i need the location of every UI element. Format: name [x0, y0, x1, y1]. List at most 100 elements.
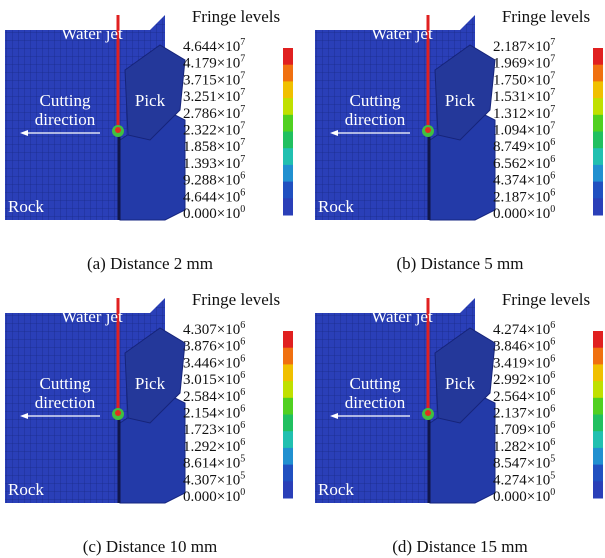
colorbar-segment — [283, 48, 293, 65]
colorbar-segment — [593, 415, 603, 432]
colorbar-segment — [283, 448, 293, 465]
level-base: 8.749×10 — [493, 140, 550, 156]
fringe-level: 0.000×100 — [183, 204, 245, 222]
fringe-level: 2.187×107 — [493, 37, 555, 55]
colorbar-segment — [283, 198, 293, 215]
level-base: 0.000×10 — [493, 206, 550, 222]
level-exp: 7 — [550, 121, 555, 132]
fringe-level: 1.282×106 — [493, 437, 555, 455]
level-exp: 6 — [550, 154, 555, 165]
colorbar-segment — [283, 148, 293, 165]
caption: (a) Distance 2 mm — [87, 254, 213, 273]
level-base: 2.992×10 — [493, 373, 550, 389]
caption: (d) Distance 15 mm — [392, 537, 528, 556]
fringe-level: 0.000×100 — [183, 487, 245, 505]
level-base: 2.564×10 — [493, 389, 550, 405]
direction-label: direction — [345, 110, 406, 129]
stress-core — [115, 127, 121, 133]
level-exp: 6 — [550, 171, 555, 182]
fringe-level: 2.154×106 — [183, 404, 245, 422]
level-exp: 7 — [240, 137, 245, 148]
fringe-level: 8.547×105 — [493, 454, 555, 472]
colorbar-segment — [283, 415, 293, 432]
level-exp: 6 — [240, 370, 245, 381]
caption: (b) Distance 5 mm — [397, 254, 524, 273]
level-exp: 0 — [240, 204, 245, 215]
pick-label: Pick — [445, 374, 476, 393]
colorbar-segment — [283, 331, 293, 348]
cutting-label: Cutting — [39, 374, 91, 393]
level-base: 4.179×10 — [183, 56, 240, 72]
fringe-level: 4.274×105 — [493, 471, 555, 489]
caption: (c) Distance 10 mm — [83, 537, 218, 556]
fringe-level: 2.322×107 — [183, 121, 245, 139]
colorbar-segment — [283, 481, 293, 498]
fringe-level: 1.094×107 — [493, 121, 555, 139]
level-exp: 7 — [240, 121, 245, 132]
level-exp: 7 — [550, 37, 555, 48]
stress-core — [115, 410, 121, 416]
colorbar-segment — [283, 431, 293, 448]
pick-label: Pick — [135, 374, 166, 393]
level-base: 1.094×10 — [493, 123, 550, 139]
pick-label: Pick — [135, 91, 166, 110]
colorbar-segment — [593, 65, 603, 82]
direction-label: direction — [345, 393, 406, 412]
fringe-level: 0.000×100 — [493, 204, 555, 222]
level-exp: 6 — [240, 404, 245, 415]
panel: Water jetCuttingdirectionPickRockFringe … — [315, 7, 603, 273]
level-exp: 6 — [550, 137, 555, 148]
panel: Water jetCuttingdirectionPickRockFringe … — [5, 7, 293, 273]
level-exp: 6 — [550, 188, 555, 199]
fringe-level: 4.644×106 — [183, 188, 245, 206]
level-exp: 5 — [240, 454, 245, 465]
level-exp: 0 — [550, 487, 555, 498]
level-exp: 5 — [240, 471, 245, 482]
level-base: 3.846×10 — [493, 339, 550, 355]
colorbar-segment — [593, 132, 603, 149]
level-exp: 7 — [550, 54, 555, 65]
fringe-title: Fringe levels — [502, 290, 590, 309]
level-base: 0.000×10 — [183, 206, 240, 222]
colorbar-segment — [593, 331, 603, 348]
level-exp: 7 — [240, 154, 245, 165]
colorbar-segment — [283, 81, 293, 98]
colorbar-segment — [593, 381, 603, 398]
colorbar-segment — [283, 182, 293, 199]
level-exp: 0 — [240, 487, 245, 498]
colorbar-segment — [283, 364, 293, 381]
water-jet-label: Water jet — [371, 24, 433, 43]
level-base: 1.750×10 — [493, 73, 550, 89]
fringe-level: 1.292×106 — [183, 437, 245, 455]
level-exp: 7 — [550, 87, 555, 98]
level-base: 2.187×10 — [493, 190, 550, 206]
fringe-level: 3.419×106 — [493, 354, 555, 372]
level-exp: 7 — [240, 71, 245, 82]
rock-label: Rock — [318, 197, 354, 216]
figure: Water jet Cutting direction Pick Rock Fringe … — [0, 0, 605, 558]
level-base: 2.322×10 — [183, 123, 240, 139]
level-base: 3.015×10 — [183, 373, 240, 389]
level-base: 1.312×10 — [493, 106, 550, 122]
level-base: 4.274×10 — [493, 322, 550, 338]
colorbar-segment — [283, 398, 293, 415]
level-exp: 6 — [240, 437, 245, 448]
level-exp: 6 — [240, 320, 245, 331]
colorbar-segment — [593, 48, 603, 65]
colorbar-segment — [593, 98, 603, 115]
level-base: 3.251×10 — [183, 90, 240, 106]
panel: Water jetCuttingdirectionPickRockFringe … — [315, 290, 603, 556]
stress-core — [425, 410, 431, 416]
level-base: 1.282×10 — [493, 439, 550, 455]
fringe-level: 8.614×105 — [183, 454, 245, 472]
fringe-level: 2.137×106 — [493, 404, 555, 422]
level-base: 9.288×10 — [183, 173, 240, 189]
level-exp: 7 — [240, 87, 245, 98]
fringe-level: 8.749×106 — [493, 137, 555, 155]
water-jet-label: Water jet — [371, 307, 433, 326]
level-exp: 7 — [550, 104, 555, 115]
colorbar-segment — [283, 132, 293, 149]
level-exp: 6 — [550, 337, 555, 348]
level-base: 3.876×10 — [183, 339, 240, 355]
colorbar-segment — [593, 182, 603, 199]
